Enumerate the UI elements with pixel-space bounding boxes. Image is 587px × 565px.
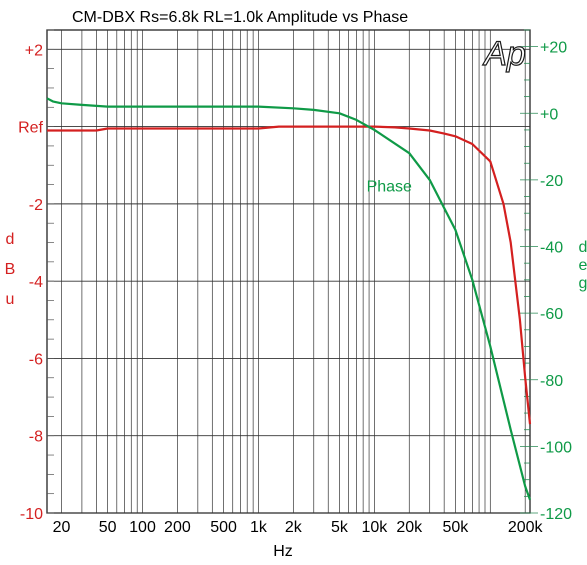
x-tick-label: 20 — [53, 519, 71, 536]
plot-frame — [46, 29, 531, 514]
x-tick-label: 200k — [508, 519, 544, 536]
y-left-axis-title: dBu — [5, 231, 16, 308]
series-layer — [46, 97, 532, 501]
y-right-axis-title: deg — [579, 239, 587, 292]
y-right-tick-label: -80 — [540, 373, 563, 390]
tick-labels: 20 50 100 200 500 1k 2k 5k 10k 20k 50k 200k +2 Ref -2 -… — [18, 40, 572, 536]
x-tick-label: 10k — [361, 519, 388, 536]
y-right-tick-label: -60 — [540, 306, 563, 323]
x-tick-label: 1k — [250, 519, 268, 536]
svg-text:Ap: Ap — [482, 35, 526, 73]
y-right-tick-label: -100 — [540, 439, 572, 456]
y-left-title-char: B — [5, 261, 16, 278]
phase-annotation: Phase — [367, 179, 412, 196]
y-left-tick-label: -10 — [20, 506, 43, 523]
ap-logo: Ap — [482, 34, 527, 73]
y-left-tick-label: Ref — [18, 120, 43, 137]
amplitude-series-line — [47, 125, 532, 425]
y-right-tick-label: +20 — [540, 40, 567, 57]
chart-title: CM-DBX Rs=6.8k RL=1.0k Amplitude vs Phas… — [72, 9, 408, 26]
x-tick-label: 500 — [210, 519, 237, 536]
x-tick-label: 100 — [129, 519, 156, 536]
y-left-title-char: d — [6, 231, 15, 248]
y-left-title-char: u — [6, 291, 15, 308]
y-left-tick-label: -4 — [29, 274, 43, 291]
y-left-tick-label: -8 — [29, 429, 43, 446]
x-tick-label: 5k — [331, 519, 349, 536]
y-right-title-char: e — [579, 257, 587, 274]
x-tick-label: 50k — [443, 519, 470, 536]
y-right-tick-label: -20 — [540, 173, 563, 190]
y-left-tick-label: +2 — [25, 42, 43, 59]
x-tick-label: 50 — [99, 519, 117, 536]
y-left-tick-label: -6 — [29, 351, 43, 368]
y-right-tick-label: +0 — [540, 106, 558, 123]
x-axis-title: Hz — [273, 543, 293, 560]
y-right-title-char: g — [579, 275, 587, 292]
y-right-title-char: d — [579, 239, 587, 256]
grid — [46, 29, 538, 514]
phase-series-line — [46, 97, 532, 501]
x-tick-label: 2k — [285, 519, 303, 536]
y-right-tick-label: -120 — [540, 506, 572, 523]
y-right-tick-label: -40 — [540, 240, 563, 257]
x-tick-label: 20k — [396, 519, 423, 536]
x-tick-label: 200 — [164, 519, 191, 536]
y-left-tick-label: -2 — [29, 197, 43, 214]
